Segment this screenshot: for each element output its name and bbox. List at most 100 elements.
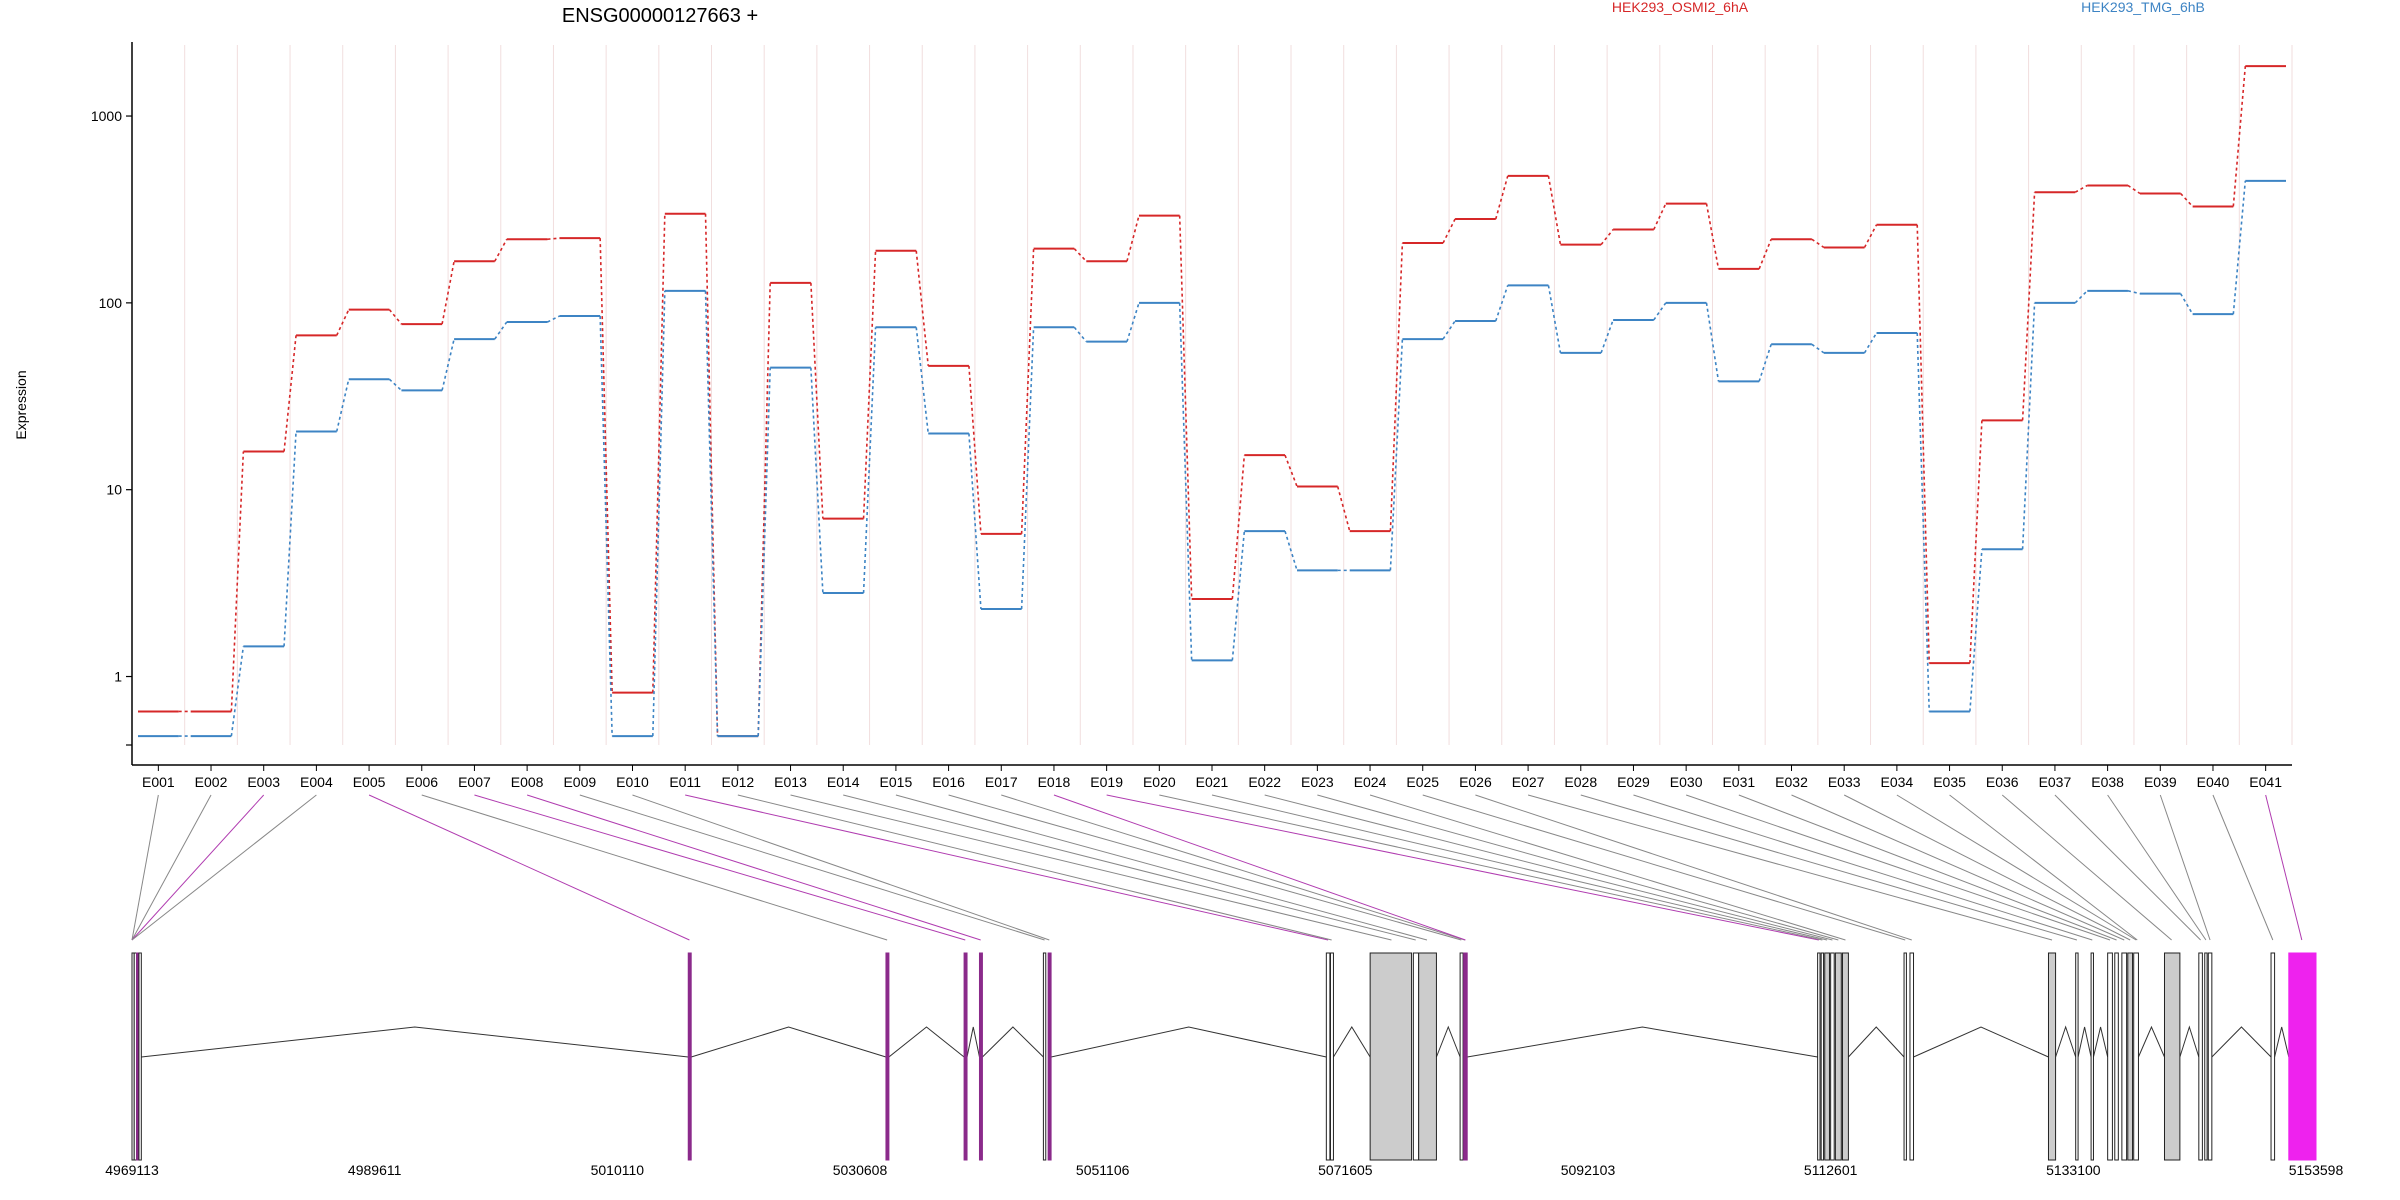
- exon-link-line: [131, 794, 265, 941]
- exon-box: [963, 952, 968, 1161]
- series-2-connector: [862, 327, 877, 594]
- series-1-connector: [1073, 248, 1087, 262]
- x-tick-label: E019: [1090, 774, 1123, 790]
- intron-arc: [2211, 1026, 2272, 1058]
- series-1-connector: [968, 365, 982, 534]
- series-2-connector: [388, 378, 402, 391]
- series-1-connector: [283, 335, 297, 452]
- exon-link-line: [1159, 794, 1823, 941]
- series-2-connector: [547, 315, 560, 323]
- series-2-connector: [968, 433, 982, 609]
- y-tick-label: 10: [106, 482, 122, 498]
- x-tick-label: E041: [2249, 774, 2282, 790]
- y-tick-label: 1000: [91, 108, 122, 124]
- x-tick-label: E009: [563, 774, 596, 790]
- series-1-connector: [1705, 203, 1720, 270]
- series-1-connector: [2021, 192, 2036, 421]
- genome-coordinate-label: 5153598: [2289, 1162, 2344, 1178]
- intron-arc: [1848, 1026, 1905, 1058]
- exon-link-line: [895, 794, 1428, 941]
- intron-arc: [1467, 1026, 1818, 1058]
- exon-link-line: [1843, 794, 2131, 941]
- series-2-connector: [2021, 302, 2036, 550]
- x-tick-label: E040: [2197, 774, 2230, 790]
- x-tick-label: E007: [458, 774, 491, 790]
- exon-link-line: [1475, 794, 1912, 941]
- exon-box: [138, 952, 142, 1161]
- exon-box: [1459, 952, 1464, 1161]
- x-tick-label: E017: [985, 774, 1018, 790]
- exon-link-line: [1001, 794, 1465, 941]
- series-1-connector: [336, 309, 350, 336]
- exon-box: [2114, 952, 2119, 1161]
- exon-box: [1463, 952, 1468, 1161]
- intron-arc: [691, 1026, 887, 1058]
- x-tick-label: E002: [195, 774, 228, 790]
- chart-title: ENSG00000127663 +: [562, 5, 758, 27]
- series-2-connector: [1758, 344, 1772, 382]
- genome-coordinate-label: 4989611: [348, 1162, 402, 1178]
- y-tick-label: 100: [99, 295, 123, 311]
- genome-coordinate-label: 5071605: [1318, 1162, 1373, 1178]
- exon-box: [1418, 952, 1437, 1161]
- exon-link-line: [1738, 794, 2117, 941]
- x-tick-label: E031: [1722, 774, 1755, 790]
- exon-box: [2090, 952, 2094, 1161]
- intron-arc: [888, 1026, 965, 1058]
- exon-link-line: [1317, 794, 1839, 941]
- x-tick-label: E028: [1564, 774, 1597, 790]
- series-1-connector: [2074, 184, 2088, 193]
- x-tick-label: E006: [405, 774, 438, 790]
- exon-link-line: [1896, 794, 2137, 941]
- x-tick-label: E029: [1617, 774, 1650, 790]
- exon-link-line: [1369, 794, 1846, 941]
- exon-link-line: [2054, 794, 2201, 941]
- series-2-connector: [1442, 320, 1456, 340]
- exon-link-line: [632, 794, 1050, 941]
- x-tick-label: E004: [300, 774, 333, 790]
- y-tick-label: 1: [114, 669, 122, 685]
- x-tick-label: E026: [1459, 774, 1492, 790]
- exon-box: [1817, 952, 1821, 1161]
- series-2-connector: [2127, 290, 2141, 295]
- genome-coordinate-label: 5092103: [1561, 1162, 1616, 1178]
- series-2-connector: [1494, 285, 1509, 322]
- exon-link-line: [1580, 794, 2078, 941]
- x-tick-label: E014: [827, 774, 860, 790]
- exon-link-line: [421, 794, 888, 941]
- exon-box: [1834, 952, 1842, 1161]
- plot-area: 1 10 100 1000 E001 E002 E003 E004 E005 E006 E007 E0…: [91, 42, 2293, 790]
- series-2-connector: [1705, 302, 1720, 382]
- x-tick-label: E012: [722, 774, 755, 790]
- exon-box: [1369, 952, 1413, 1161]
- series-2-connector: [1811, 343, 1825, 354]
- x-tick-label: E011: [669, 774, 701, 790]
- exon-link-line: [1264, 794, 1833, 941]
- series-2-connector: [652, 290, 666, 737]
- exon-link-line: [579, 794, 1045, 941]
- series-1-connector: [1178, 215, 1193, 600]
- exon-link-line: [2212, 794, 2274, 941]
- exon-box: [1042, 952, 1047, 1161]
- exon-box: [2127, 952, 2134, 1161]
- x-tick-label: E034: [1881, 774, 1914, 790]
- exon-link-line: [2265, 794, 2303, 941]
- exon-link-line: [368, 794, 690, 941]
- genome-coordinate-label: 5010110: [591, 1162, 645, 1178]
- series-1-connector: [862, 250, 877, 519]
- legend-series-1: HEK293_OSMI2_6hA: [1612, 0, 1749, 15]
- exon-box: [2163, 952, 2181, 1161]
- series-1-connector: [494, 238, 508, 262]
- series-2-connector: [757, 367, 771, 737]
- x-tick-label: E016: [932, 774, 965, 790]
- series-2: [138, 179, 2286, 738]
- exon-link-line: [685, 794, 1329, 941]
- series-2-connector: [704, 290, 719, 737]
- exon-link-line: [790, 794, 1392, 941]
- series-2-connector: [2232, 180, 2247, 315]
- intron-arc: [141, 1026, 689, 1058]
- legend-series-2: HEK293_TMG_6hB: [2081, 0, 2205, 15]
- series-1-connector: [652, 213, 666, 693]
- exon-link-line: [1791, 794, 2125, 941]
- series-2-connector: [599, 316, 613, 737]
